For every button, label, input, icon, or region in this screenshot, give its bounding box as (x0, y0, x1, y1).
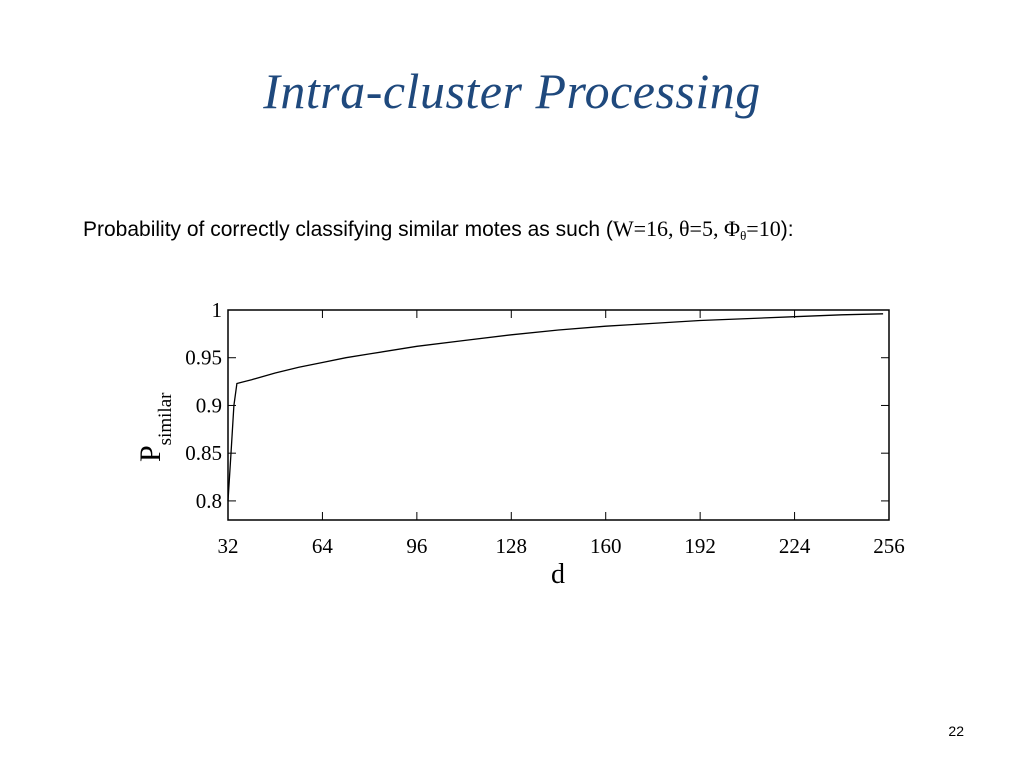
y-tick-label: 1 (212, 298, 223, 322)
y-axis-label-main: P (134, 445, 167, 462)
x-tick-label: 32 (218, 534, 239, 558)
y-tick-label: 0.9 (196, 393, 222, 417)
x-tick-label: 256 (873, 534, 905, 558)
axis-ticks (227, 309, 890, 520)
y-tick-label: 0.8 (196, 489, 222, 513)
param-phi-value: =10 (746, 216, 781, 241)
series-line (227, 313, 884, 501)
x-tick-label: 160 (590, 534, 622, 558)
subtitle-parameters: W=16, θ=5, Φθ=10 (612, 216, 781, 243)
svg-text:Psimilar: Psimilar (134, 392, 176, 462)
y-tick-label: 0.95 (185, 346, 222, 370)
param-phi-subscript: θ (740, 228, 747, 243)
x-tick-label: 192 (684, 534, 716, 558)
x-tick-label: 64 (312, 534, 334, 558)
param-theta: θ=5, (679, 216, 724, 241)
page-number: 22 (948, 723, 964, 739)
param-w: W=16, (612, 216, 680, 241)
subtitle-end: ): (780, 218, 794, 241)
y-tick-labels: 0.8 0.85 0.9 0.95 1 (185, 298, 222, 513)
slide-subtitle: Probability of correctly classifying sim… (83, 216, 794, 244)
x-tick-label: 224 (779, 534, 811, 558)
y-axis-label-subscript: similar (155, 392, 176, 445)
y-axis-label: Psimilar (134, 392, 176, 462)
slide-title: Intra-cluster Processing (263, 63, 761, 119)
x-tick-labels: 32 64 96 128 160 192 224 256 (218, 534, 905, 558)
subtitle-text: Probability of correctly classifying sim… (83, 218, 613, 241)
x-tick-label: 96 (406, 534, 427, 558)
param-phi: Φ (723, 216, 741, 241)
x-tick-label: 128 (496, 534, 528, 558)
plot-frame (227, 309, 890, 521)
x-axis-label: d (551, 559, 565, 590)
y-tick-label: 0.85 (185, 441, 222, 465)
